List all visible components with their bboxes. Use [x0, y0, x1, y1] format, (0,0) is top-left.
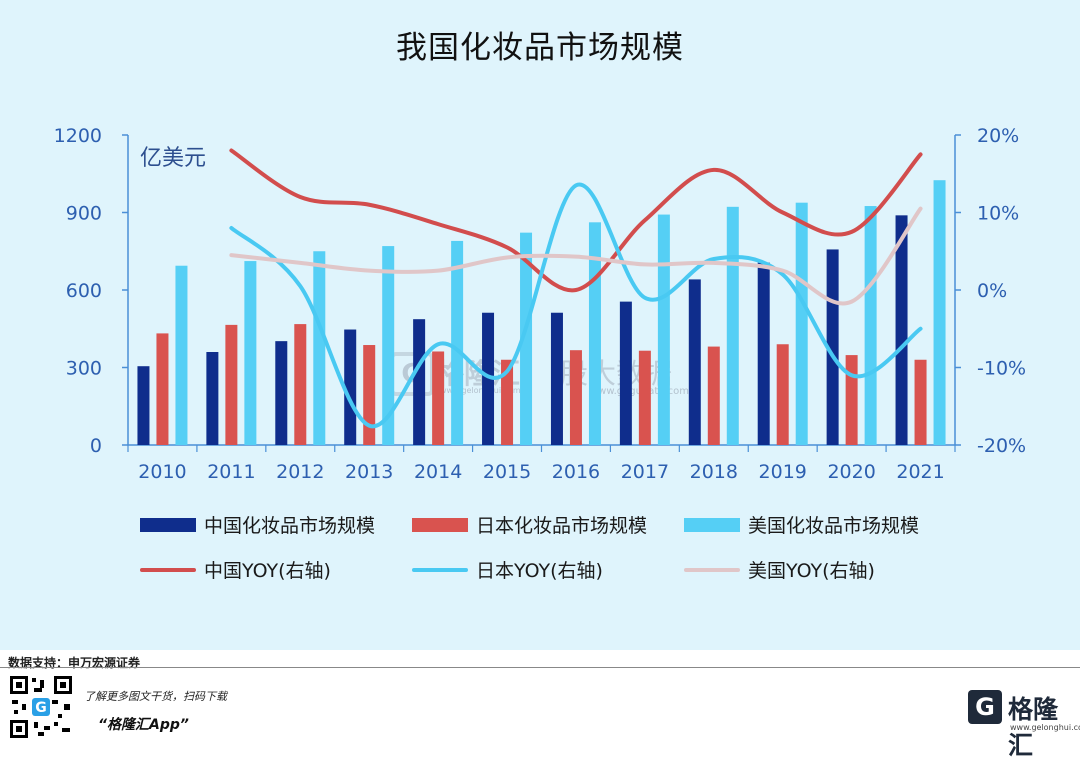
chart-plot: 0 300 600 900 1200 -20% -10% 0% 10% 20% 2010 2011 20… — [0, 0, 1080, 650]
app-name: “格隆汇App” — [98, 714, 189, 734]
svg-text:G: G — [35, 700, 47, 716]
bar-中国化妆品市场规模-2017 — [620, 302, 632, 445]
legend-swatch — [684, 518, 740, 532]
bar-美国化妆品市场规模-2019 — [796, 203, 808, 445]
bar-美国化妆品市场规模-2011 — [244, 261, 256, 445]
bar-中国化妆品市场规模-2011 — [206, 352, 218, 445]
x-tick-label: 2018 — [690, 461, 738, 483]
legend-item-us-yoy: 美国YOY(右轴) — [684, 556, 875, 583]
brand-logo-icon: G — [968, 690, 1002, 724]
legend-item-china-bar: 中国化妆品市场规模 — [140, 511, 375, 538]
bar-日本化妆品市场规模-2017 — [639, 351, 651, 445]
legend-item-japan-yoy: 日本YOY(右轴) — [412, 556, 603, 583]
bar-美国化妆品市场规模-2016 — [589, 222, 601, 445]
bar-美国化妆品市场规模-2018 — [727, 207, 739, 445]
y-right-tick-label: -10% — [977, 358, 1026, 380]
bar-日本化妆品市场规模-2016 — [570, 350, 582, 445]
x-tick-label: 2011 — [207, 461, 255, 483]
legend-label: 美国YOY(右轴) — [748, 556, 875, 583]
y-left-tick-label: 300 — [66, 358, 102, 380]
x-tick-label: 2010 — [138, 461, 186, 483]
y-right-tick-label: 20% — [977, 125, 1019, 147]
x-tick-label: 2017 — [621, 461, 669, 483]
bar-日本化妆品市场规模-2011 — [225, 325, 237, 445]
bar-日本化妆品市场规模-2018 — [708, 347, 720, 445]
legend-label: 日本YOY(右轴) — [476, 556, 603, 583]
legend-item-japan-bar: 日本化妆品市场规模 — [412, 511, 647, 538]
bar-美国化妆品市场规模-2014 — [451, 241, 463, 445]
x-tick-label: 2015 — [483, 461, 531, 483]
y-left-tick-label: 600 — [66, 280, 102, 302]
unit-label: 亿美元 — [140, 146, 206, 171]
x-tick-label: 2021 — [896, 461, 944, 483]
brand-url: www.gelonghui.com — [1010, 723, 1080, 732]
bar-中国化妆品市场规模-2014 — [413, 319, 425, 445]
bar-中国化妆品市场规模-2021 — [896, 215, 908, 445]
x-tick-label: 2016 — [552, 461, 600, 483]
bar-中国化妆品市场规模-2016 — [551, 313, 563, 445]
bar-日本化妆品市场规模-2019 — [777, 344, 789, 445]
y-left-tick-label: 0 — [90, 435, 102, 457]
legend-label: 中国YOY(右轴) — [204, 556, 331, 583]
legend-swatch — [412, 518, 468, 532]
legend-item-china-yoy: 中国YOY(右轴) — [140, 556, 331, 583]
bar-美国化妆品市场规模-2017 — [658, 215, 670, 445]
legend-swatch — [412, 568, 468, 572]
qr-code[interactable]: G — [8, 674, 74, 740]
y-left-tick-label: 1200 — [54, 125, 102, 147]
legend-swatch — [684, 568, 740, 572]
bar-中国化妆品市场规模-2019 — [758, 263, 770, 445]
legend-label: 中国化妆品市场规模 — [204, 511, 375, 538]
bar-日本化妆品市场规模-2013 — [363, 345, 375, 445]
y-right-tick-label: 0% — [977, 280, 1007, 302]
legend-swatch — [140, 568, 196, 572]
download-tip: 了解更多图文干货，扫码下载 — [84, 688, 227, 704]
bar-日本化妆品市场规模-2014 — [432, 351, 444, 445]
legend-label: 日本化妆品市场规模 — [476, 511, 647, 538]
bar-中国化妆品市场规模-2018 — [689, 279, 701, 445]
bar-中国化妆品市场规模-2012 — [275, 341, 287, 445]
bar-日本化妆品市场规模-2021 — [915, 360, 927, 445]
footer-divider — [0, 667, 1080, 668]
bar-美国化妆品市场规模-2020 — [865, 206, 877, 445]
x-tick-label: 2012 — [276, 461, 324, 483]
bar-美国化妆品市场规模-2021 — [934, 180, 946, 445]
y-left-tick-label: 900 — [66, 203, 102, 225]
data-source: 数据支持：申万宏源证券 — [8, 654, 140, 671]
bar-美国化妆品市场规模-2012 — [313, 251, 325, 445]
x-tick-label: 2014 — [414, 461, 462, 483]
y-right-tick-label: -20% — [977, 435, 1026, 457]
legend-label: 美国化妆品市场规模 — [748, 511, 919, 538]
line-中国YOY(右轴) — [231, 151, 920, 291]
legend-item-us-bar: 美国化妆品市场规模 — [684, 511, 919, 538]
bar-日本化妆品市场规模-2020 — [846, 355, 858, 445]
bar-中国化妆品市场规模-2010 — [137, 366, 149, 445]
x-tick-label: 2013 — [345, 461, 393, 483]
bar-日本化妆品市场规模-2010 — [156, 333, 168, 445]
y-right-tick-label: 10% — [977, 203, 1019, 225]
legend-swatch — [140, 518, 196, 532]
x-tick-label: 2020 — [827, 461, 875, 483]
x-tick-label: 2019 — [759, 461, 807, 483]
bar-日本化妆品市场规模-2012 — [294, 324, 306, 445]
bar-美国化妆品市场规模-2010 — [175, 266, 187, 445]
